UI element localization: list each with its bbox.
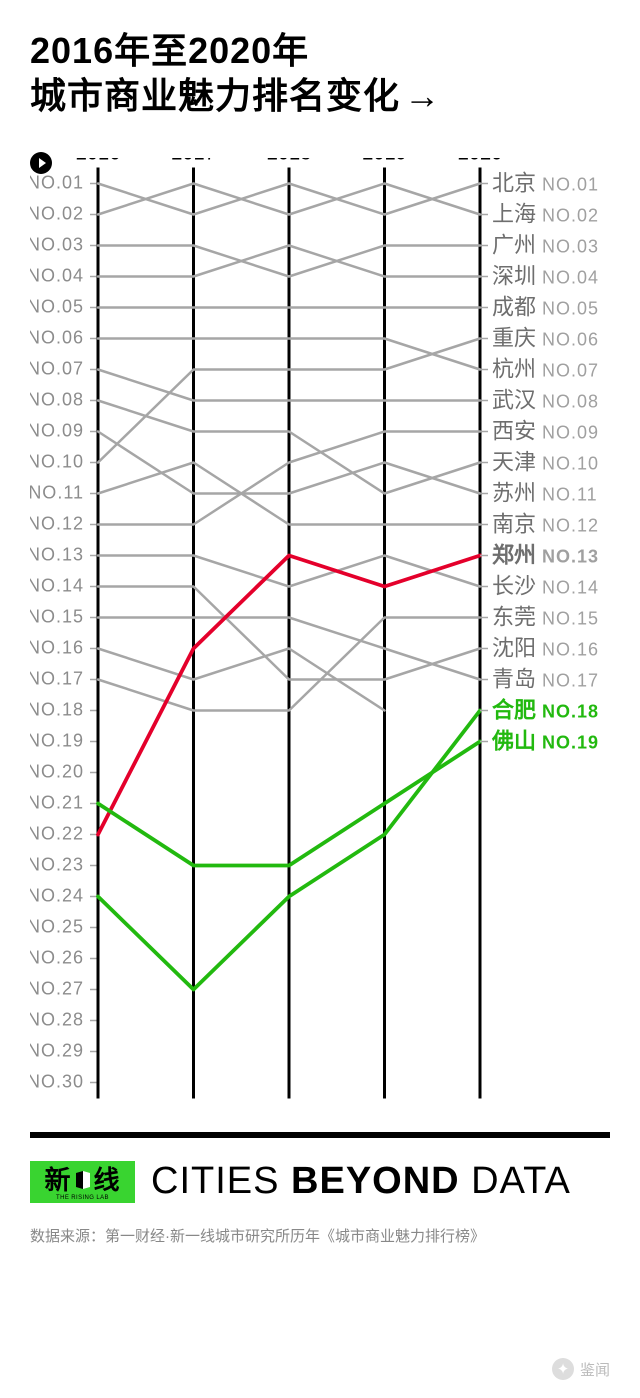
- svg-text:NO.10: NO.10: [30, 452, 84, 472]
- svg-text:沈阳: 沈阳: [492, 636, 536, 661]
- svg-text:NO.05: NO.05: [542, 299, 599, 319]
- svg-text:NO.17: NO.17: [542, 671, 599, 691]
- svg-text:NO.03: NO.03: [542, 237, 599, 257]
- svg-text:杭州: 杭州: [492, 357, 536, 382]
- svg-text:NO.27: NO.27: [30, 979, 84, 999]
- svg-text:NO.19: NO.19: [30, 731, 84, 751]
- chart-svg: NO.01 NO.02 NO.03 NO.04 NO.05 NO.06 NO.07 NO.08…: [30, 158, 610, 1118]
- wechat-icon: ✦: [552, 1358, 574, 1380]
- svg-text:南京: 南京: [492, 512, 536, 537]
- svg-text:上海: 上海: [492, 202, 536, 227]
- title-line-2: 城市商业魅力排名变化→: [30, 73, 610, 118]
- watermark: ✦ 鉴闻: [552, 1358, 610, 1380]
- svg-text:NO.04: NO.04: [30, 266, 84, 286]
- svg-text:NO.22: NO.22: [30, 824, 84, 844]
- svg-text:佛山: 佛山: [491, 729, 536, 754]
- svg-text:NO.09: NO.09: [542, 423, 599, 443]
- svg-text:NO.06: NO.06: [542, 330, 599, 350]
- svg-text:NO.21: NO.21: [30, 793, 84, 813]
- svg-text:NO.07: NO.07: [542, 361, 599, 381]
- svg-text:NO.06: NO.06: [30, 328, 84, 348]
- svg-text:NO.11: NO.11: [30, 483, 84, 503]
- svg-text:合肥: 合肥: [492, 698, 536, 723]
- svg-text:NO.16: NO.16: [30, 638, 84, 658]
- footer-divider: [30, 1132, 610, 1138]
- svg-text:2020: 2020: [458, 158, 503, 165]
- svg-text:2019: 2019: [362, 158, 407, 165]
- svg-text:郑州: 郑州: [492, 543, 536, 568]
- svg-text:NO.04: NO.04: [542, 268, 599, 288]
- svg-text:NO.05: NO.05: [30, 297, 84, 317]
- svg-text:NO.08: NO.08: [30, 390, 84, 410]
- svg-text:NO.14: NO.14: [542, 578, 599, 598]
- svg-text:青岛: 青岛: [492, 667, 536, 692]
- svg-text:NO.18: NO.18: [542, 702, 599, 722]
- svg-text:天津: 天津: [492, 450, 536, 475]
- svg-text:NO.02: NO.02: [30, 204, 84, 224]
- svg-text:NO.15: NO.15: [30, 607, 84, 627]
- svg-text:NO.14: NO.14: [30, 576, 84, 596]
- svg-text:NO.25: NO.25: [30, 917, 84, 937]
- title-line-1: 2016年至2020年: [30, 28, 610, 73]
- svg-text:NO.30: NO.30: [30, 1072, 84, 1092]
- svg-text:苏州: 苏州: [492, 481, 536, 506]
- svg-text:重庆: 重庆: [492, 326, 536, 351]
- brand-text: CITIES BEYOND DATA: [151, 1160, 571, 1203]
- chart-title: 2016年至2020年 城市商业魅力排名变化→: [30, 28, 610, 118]
- svg-text:广州: 广州: [492, 233, 536, 258]
- svg-text:深圳: 深圳: [492, 264, 536, 289]
- svg-text:NO.02: NO.02: [542, 206, 599, 226]
- svg-text:NO.09: NO.09: [30, 421, 84, 441]
- svg-text:武汉: 武汉: [492, 388, 536, 413]
- svg-text:NO.03: NO.03: [30, 235, 84, 255]
- svg-text:NO.08: NO.08: [542, 392, 599, 412]
- svg-text:NO.24: NO.24: [30, 886, 84, 906]
- arrow-icon: →: [404, 75, 441, 116]
- logo-main: 新 线: [36, 1167, 129, 1193]
- svg-text:NO.28: NO.28: [30, 1010, 84, 1030]
- svg-text:NO.20: NO.20: [30, 762, 84, 782]
- source-text: 数据来源：第一财经·新一线城市研究所历年《城市商业魅力排行榜》: [30, 1225, 610, 1246]
- svg-text:NO.17: NO.17: [30, 669, 84, 689]
- svg-text:西安: 西安: [492, 419, 536, 444]
- logo-sub: THE RISING LAB: [36, 1195, 129, 1201]
- svg-text:北京: 北京: [492, 171, 536, 196]
- logo: 新 线 THE RISING LAB: [30, 1161, 135, 1203]
- svg-text:NO.13: NO.13: [542, 547, 599, 567]
- play-icon[interactable]: [30, 152, 52, 174]
- svg-text:NO.01: NO.01: [30, 173, 84, 193]
- svg-text:NO.07: NO.07: [30, 359, 84, 379]
- svg-text:2017: 2017: [171, 158, 216, 165]
- svg-text:NO.11: NO.11: [542, 485, 598, 505]
- svg-text:2018: 2018: [267, 158, 312, 165]
- svg-text:NO.10: NO.10: [542, 454, 599, 474]
- svg-text:NO.12: NO.12: [542, 516, 599, 536]
- svg-text:NO.26: NO.26: [30, 948, 84, 968]
- svg-text:2016: 2016: [76, 158, 121, 165]
- svg-text:NO.18: NO.18: [30, 700, 84, 720]
- svg-text:NO.29: NO.29: [30, 1041, 84, 1061]
- svg-text:NO.16: NO.16: [542, 640, 599, 660]
- logo-glyph: [72, 1169, 94, 1191]
- svg-text:NO.15: NO.15: [542, 609, 599, 629]
- svg-text:NO.19: NO.19: [542, 733, 599, 753]
- svg-text:NO.23: NO.23: [30, 855, 84, 875]
- svg-text:NO.13: NO.13: [30, 545, 84, 565]
- svg-text:长沙: 长沙: [492, 574, 536, 599]
- svg-text:东莞: 东莞: [492, 605, 536, 630]
- svg-text:成都: 成都: [492, 295, 536, 320]
- bump-chart: NO.01 NO.02 NO.03 NO.04 NO.05 NO.06 NO.07 NO.08…: [30, 158, 610, 1118]
- branding-row: 新 线 THE RISING LAB CITIES BEYOND DATA: [30, 1160, 610, 1203]
- svg-text:NO.12: NO.12: [30, 514, 84, 534]
- svg-text:NO.01: NO.01: [542, 175, 599, 195]
